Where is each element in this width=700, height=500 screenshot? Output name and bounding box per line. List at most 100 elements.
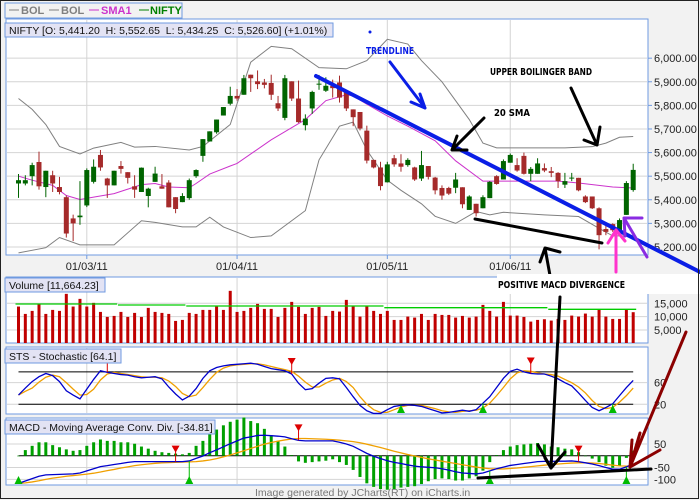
- candle: [186, 178, 192, 200]
- candle: [548, 166, 554, 178]
- candle-body: [36, 162, 42, 187]
- macd-histogram-bar: [242, 417, 246, 456]
- candle-body: [43, 170, 49, 188]
- candle-body: [521, 155, 527, 174]
- volume-bar: [37, 304, 41, 343]
- macd-histogram-bar: [413, 455, 417, 487]
- legend-item-bol-2[interactable]: BOL: [61, 5, 85, 17]
- macd-histogram-bar: [119, 442, 123, 456]
- macd-plot: [14, 417, 635, 490]
- candle-body: [186, 180, 192, 199]
- macd-histogram-bar: [338, 455, 342, 463]
- candle: [514, 158, 520, 172]
- candle: [77, 181, 83, 225]
- volume-tick-label: 15,000: [654, 298, 688, 310]
- legend[interactable]: BOL BOL SMA1 NIFTY: [9, 5, 182, 17]
- volume-bar: [303, 313, 307, 343]
- volume-bar: [221, 309, 225, 343]
- macd-histogram-bar: [454, 455, 458, 481]
- macd-histogram-bar: [495, 455, 499, 456]
- macd-histogram-bar: [508, 446, 512, 456]
- candle-body: [227, 95, 233, 104]
- candle-body: [432, 177, 438, 191]
- macd-histogram-bar: [290, 455, 294, 456]
- volume-bar: [283, 307, 287, 343]
- macd-histogram-bar: [153, 450, 157, 456]
- volume-bar: [297, 306, 301, 343]
- macd-histogram-bar: [385, 455, 389, 490]
- macd-histogram-bar: [426, 455, 430, 482]
- axis-labels: 6,000.00 5,900.00 5,800.00 5,700.00 5,600.00…: [66, 53, 697, 486]
- candle: [494, 175, 500, 185]
- macd-histogram-bar: [406, 455, 410, 487]
- macd-histogram-bar: [317, 455, 321, 462]
- volume-bar: [406, 316, 410, 343]
- volume-bar: [23, 313, 27, 343]
- macd-histogram-bar: [392, 455, 396, 490]
- macd-histogram-bar: [187, 452, 191, 456]
- candle-body: [152, 173, 158, 182]
- candle-body: [302, 118, 308, 126]
- annotations: [314, 30, 700, 480]
- candle-body: [22, 180, 28, 184]
- macd-histogram-bar: [467, 455, 471, 479]
- volume-bar: [570, 315, 574, 343]
- candle-body: [582, 196, 588, 203]
- volume-bar: [536, 319, 540, 343]
- volume-bar: [495, 316, 499, 343]
- bollinger-lower-line: [18, 121, 634, 254]
- candle: [36, 151, 42, 190]
- stochastic-signal-buy-icon: [608, 405, 617, 413]
- volume-bar: [139, 316, 143, 343]
- macd-signal-sell-icon: [171, 445, 180, 453]
- price-divergence-line: [473, 217, 604, 245]
- price-tick-label: 5,600.00: [654, 148, 697, 160]
- candle: [43, 170, 49, 198]
- price-panel: [5, 18, 649, 256]
- stochastic-plot: [18, 356, 634, 415]
- upper-band-label: UPPER BOILINGER BAND: [490, 67, 592, 78]
- candle-body: [541, 168, 547, 171]
- macd-histogram-bar: [139, 446, 143, 456]
- price-tick-label: 5,700.00: [654, 124, 697, 136]
- macd-signal-buy-icon: [185, 476, 194, 484]
- candle: [22, 175, 28, 186]
- macd-histogram-bar: [180, 454, 184, 456]
- price-tick-label: 5,200.00: [654, 242, 697, 254]
- stochastic-title: STS - Stochastic [64.1]: [9, 351, 116, 363]
- candle: [555, 172, 561, 188]
- volume-bar: [433, 313, 437, 343]
- volume-bar: [618, 318, 622, 343]
- volume-bar: [413, 317, 417, 343]
- candle-body: [255, 81, 261, 85]
- magenta-arrow-icon: [606, 228, 627, 274]
- volume-bar: [194, 313, 198, 343]
- macd-histogram-bar: [522, 444, 526, 456]
- volume-bar: [85, 306, 89, 343]
- legend-item-sma1[interactable]: SMA1: [101, 5, 132, 17]
- macd-histogram-bar: [372, 455, 376, 487]
- candle-body: [576, 177, 582, 191]
- candle-body: [111, 170, 117, 186]
- macd-title: MACD - Moving Average Conv. Div. [-34.81…: [9, 422, 213, 434]
- stochastic-signal-sell-icon: [287, 358, 296, 366]
- candle-body: [234, 95, 240, 99]
- candle: [132, 175, 138, 198]
- macd-histogram-bar: [488, 455, 492, 463]
- candle-body: [248, 74, 254, 79]
- candle: [459, 187, 465, 209]
- candle: [569, 172, 575, 182]
- legend-item-bol-1[interactable]: BOL: [21, 5, 45, 17]
- candle: [118, 161, 124, 174]
- volume-bar: [440, 314, 444, 343]
- volume-bar: [549, 320, 553, 343]
- volume-bar: [235, 311, 239, 343]
- candle-body: [84, 170, 90, 206]
- legend-item-nifty[interactable]: NIFTY: [150, 5, 182, 17]
- macd-histogram-bar: [365, 455, 369, 484]
- candle-body: [104, 178, 110, 186]
- volume-bar: [174, 320, 178, 343]
- candle: [159, 174, 165, 189]
- macd-histogram-bar: [324, 455, 328, 461]
- macd-divergence-line: [476, 467, 653, 480]
